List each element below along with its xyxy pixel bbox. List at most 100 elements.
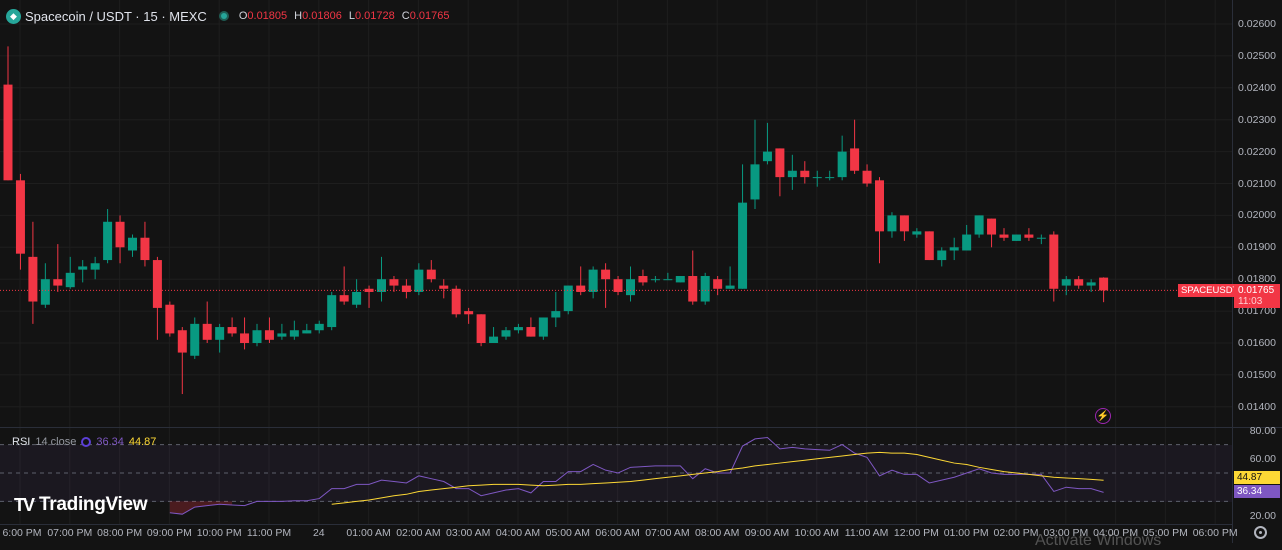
candle[interactable]	[264, 317, 274, 343]
candle[interactable]	[1024, 228, 1034, 241]
candle[interactable]	[974, 215, 984, 238]
symbol-title[interactable]: Spacecoin / USDT · 15 · MEXC	[25, 8, 207, 24]
candle[interactable]	[28, 221, 38, 324]
candle[interactable]	[1086, 279, 1096, 292]
candle[interactable]	[202, 301, 212, 343]
candle-body	[800, 170, 810, 178]
candle[interactable]	[426, 260, 436, 283]
candle[interactable]	[1061, 276, 1071, 296]
candle[interactable]	[725, 266, 735, 289]
candle[interactable]	[227, 317, 237, 337]
candle[interactable]	[663, 272, 673, 281]
candle[interactable]	[750, 119, 760, 210]
candle[interactable]	[700, 272, 710, 305]
candle[interactable]	[825, 170, 835, 181]
candle[interactable]	[999, 228, 1009, 241]
candle[interactable]	[887, 212, 897, 238]
candle[interactable]	[987, 218, 997, 248]
candle[interactable]	[1011, 234, 1021, 241]
candle[interactable]	[327, 291, 337, 331]
rsi-ma-line[interactable]	[331, 451, 1104, 505]
candle[interactable]	[352, 279, 362, 308]
candle[interactable]	[601, 263, 611, 308]
settings-gear-icon[interactable]	[1254, 526, 1267, 539]
candle[interactable]	[738, 164, 748, 289]
candle[interactable]	[899, 215, 909, 241]
candle[interactable]	[762, 122, 772, 165]
candle[interactable]	[289, 320, 299, 340]
candle[interactable]	[53, 244, 63, 292]
candle[interactable]	[800, 161, 810, 184]
candle[interactable]	[15, 173, 25, 270]
candle[interactable]	[3, 46, 13, 181]
candle[interactable]	[90, 256, 100, 280]
candle[interactable]	[563, 285, 573, 315]
candle[interactable]	[650, 276, 660, 283]
candle[interactable]	[401, 279, 411, 299]
candle[interactable]	[190, 317, 200, 359]
market-status-icon[interactable]	[218, 11, 229, 21]
candle[interactable]	[1074, 276, 1084, 289]
candle[interactable]	[377, 256, 386, 302]
candle-body	[501, 330, 511, 337]
candle[interactable]	[675, 276, 685, 283]
candle[interactable]	[526, 317, 536, 337]
candle[interactable]	[439, 279, 449, 299]
candle[interactable]	[576, 266, 586, 296]
candle[interactable]	[314, 320, 324, 334]
candle[interactable]	[302, 323, 312, 334]
candle[interactable]	[277, 323, 287, 340]
candle[interactable]	[389, 276, 399, 292]
candle[interactable]	[626, 266, 635, 302]
candle[interactable]	[177, 327, 187, 395]
candle[interactable]	[215, 323, 225, 353]
candle[interactable]	[339, 266, 349, 305]
candle[interactable]	[476, 314, 486, 347]
candle[interactable]	[103, 209, 113, 264]
candle[interactable]	[812, 170, 822, 187]
candle[interactable]	[451, 285, 461, 318]
candle[interactable]	[513, 323, 523, 334]
rsi-line[interactable]	[169, 436, 1104, 515]
candle[interactable]	[364, 285, 374, 308]
candle[interactable]	[240, 317, 250, 350]
candle[interactable]	[78, 260, 88, 283]
tradingview-logo[interactable]: TV TradingView	[14, 494, 148, 516]
candle[interactable]	[115, 215, 125, 264]
candle[interactable]	[688, 250, 698, 305]
candle[interactable]	[875, 177, 884, 264]
candle[interactable]	[638, 269, 648, 286]
candle[interactable]	[912, 228, 922, 238]
candle[interactable]	[1049, 231, 1059, 302]
candle[interactable]	[787, 154, 797, 190]
candle[interactable]	[837, 135, 847, 181]
candle[interactable]	[40, 263, 50, 308]
candle[interactable]	[588, 266, 598, 299]
candle[interactable]	[962, 224, 972, 251]
candle[interactable]	[551, 291, 561, 328]
lightning-icon[interactable]: ⚡	[1095, 408, 1111, 424]
candle[interactable]	[128, 234, 137, 257]
candle[interactable]	[949, 237, 959, 261]
candle[interactable]	[538, 317, 548, 340]
candle[interactable]	[850, 119, 860, 174]
candle[interactable]	[152, 256, 162, 340]
candle[interactable]	[1099, 277, 1109, 303]
rsi-legend[interactable]: RSI 14 close 36.34 44.87	[12, 436, 156, 448]
candle[interactable]	[165, 301, 175, 337]
candle[interactable]	[140, 221, 150, 267]
candle[interactable]	[613, 276, 623, 296]
candle[interactable]	[489, 327, 499, 343]
candle[interactable]	[1036, 234, 1046, 245]
candle[interactable]	[414, 263, 424, 296]
candle[interactable]	[775, 148, 785, 197]
candle[interactable]	[713, 276, 723, 296]
candle[interactable]	[924, 231, 934, 261]
candle[interactable]	[937, 247, 947, 267]
candle[interactable]	[464, 307, 474, 324]
candle[interactable]	[65, 256, 75, 289]
candle[interactable]	[862, 164, 872, 187]
candle[interactable]	[252, 323, 262, 347]
candle[interactable]	[501, 327, 511, 340]
